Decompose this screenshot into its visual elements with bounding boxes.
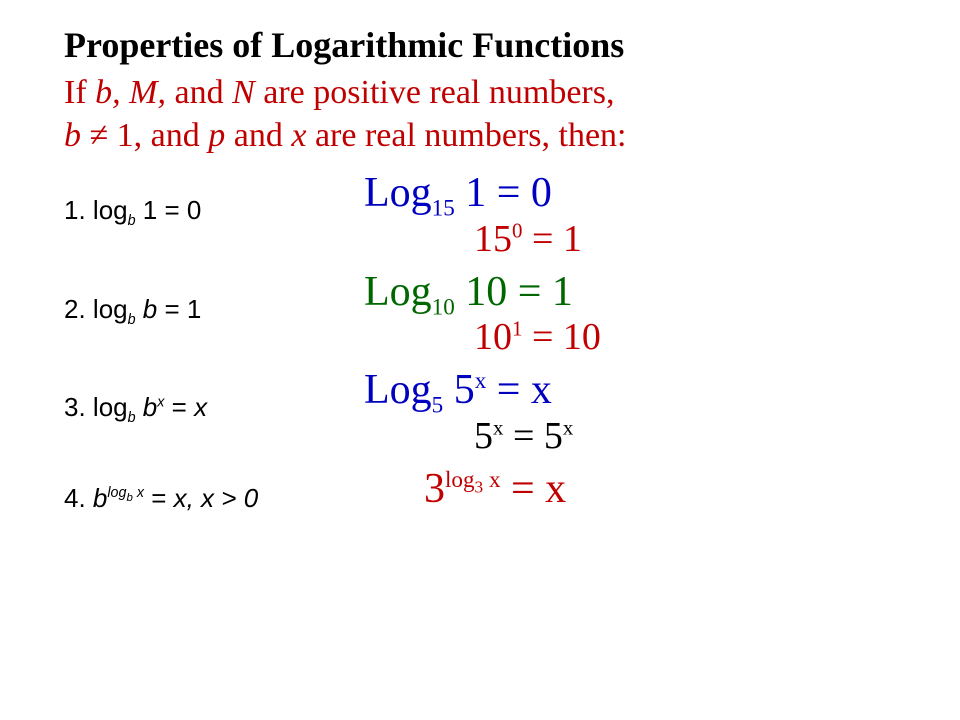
example-1-secondary: 150 = 1 <box>474 220 924 260</box>
ex4-exp-sub: 3 <box>475 477 484 496</box>
example-2-main: Log10 10 = 1 <box>364 270 924 319</box>
intro-l2-ne: ≠ 1, and <box>81 117 208 154</box>
ex2-pre: Log <box>364 269 432 315</box>
ex4-post: = x <box>501 466 567 512</box>
rule-3-sub: b <box>128 410 136 426</box>
rule-4-exp: logb x <box>107 485 144 501</box>
property-row-1: 1. logb 1 = 0 Log15 1 = 0 150 = 1 <box>64 171 924 260</box>
example-4: 3log3 x = x <box>364 467 924 511</box>
ex1-sec-base: 15 <box>474 218 512 260</box>
intro-l1-post: are positive real numbers, <box>255 74 615 111</box>
example-4-main: 3log3 x = x <box>424 467 924 511</box>
rule-2-sub: b <box>128 312 136 328</box>
rule-1-mid: 1 = 0 <box>136 195 202 225</box>
intro-text: If b, M, and N are positive real numbers… <box>64 72 924 157</box>
ex4-base: 3 <box>424 466 445 512</box>
ex1-sub: 15 <box>432 194 455 220</box>
intro-l2-x: x <box>291 117 306 154</box>
ex1-pre: Log <box>364 170 432 216</box>
rule-1: 1. logb 1 = 0 <box>64 171 364 229</box>
ex4-exp-arg: x <box>483 466 500 492</box>
property-row-2: 2. logb b = 1 Log10 10 = 1 101 = 10 <box>64 270 924 359</box>
ex2-sec-sup: 1 <box>512 316 522 340</box>
rule-3: 3. logb bx = x <box>64 368 364 426</box>
intro-l1-vars: b, M, <box>95 74 166 111</box>
intro-l2-b: b <box>64 117 81 154</box>
intro-l2-post: are real numbers, then: <box>306 117 626 154</box>
intro-l1-mid: and <box>166 74 232 111</box>
ex1-sec-post: = 1 <box>522 218 581 260</box>
rule-1-pre: log <box>86 195 128 225</box>
rule-2: 2. logb b = 1 <box>64 270 364 328</box>
intro-l1-N: N <box>232 74 255 111</box>
rule-4-cond: , x > 0 <box>187 483 259 513</box>
ex3-sec-base: 5 <box>474 415 493 457</box>
rule-4-rhs: x <box>174 483 187 513</box>
rule-1-num: 1. <box>64 195 86 225</box>
rule-3-arg: b <box>143 392 157 422</box>
ex1-sec-sup: 0 <box>512 218 522 242</box>
ex3-post: = x <box>486 367 552 413</box>
ex3-sub: 5 <box>432 391 444 417</box>
rule-4-exp-arg: x <box>133 485 144 501</box>
ex3-sup: x <box>475 367 487 393</box>
rule-4-base: b <box>86 483 108 513</box>
ex3-sec-mid: = 5 <box>503 415 562 457</box>
rule-1-sub: b <box>128 213 136 229</box>
example-2-secondary: 101 = 10 <box>474 318 924 358</box>
property-rows: 1. logb 1 = 0 Log15 1 = 0 150 = 1 2. log… <box>64 171 924 524</box>
example-3-main: Log5 5x = x <box>364 368 924 417</box>
ex4-exp: log3 x <box>445 466 501 492</box>
ex3-mid: 5 <box>443 367 475 413</box>
ex2-sub: 10 <box>432 293 455 319</box>
ex2-sec-base: 10 <box>474 316 512 358</box>
ex1-mid: 1 = 0 <box>455 170 552 216</box>
ex3-sec-sup: x <box>493 415 503 439</box>
rule-3-num: 3. <box>64 392 86 422</box>
property-row-3: 3. logb bx = x Log5 5x = x 5x = 5x <box>64 368 924 457</box>
example-1-main: Log15 1 = 0 <box>364 171 924 220</box>
rule-4: 4. blogb x = x, x > 0 <box>64 467 364 514</box>
rule-4-exp-pre: log <box>107 485 126 501</box>
rule-3-pre: log <box>86 392 128 422</box>
example-3-secondary: 5x = 5x <box>474 417 924 457</box>
intro-l2-p: p <box>208 117 225 154</box>
rule-2-arg: b <box>143 294 157 324</box>
rule-2-mid <box>136 294 143 324</box>
example-3: Log5 5x = x 5x = 5x <box>364 368 924 457</box>
ex2-sec-post: = 10 <box>522 316 600 358</box>
rule-2-pre: log <box>86 294 128 324</box>
intro-l2-and: and <box>225 117 291 154</box>
rule-4-num: 4. <box>64 483 86 513</box>
rule-3-rhs: x <box>194 392 207 422</box>
example-1: Log15 1 = 0 150 = 1 <box>364 171 924 260</box>
rule-4-post: = <box>144 483 174 513</box>
rule-3-mid <box>136 392 143 422</box>
slide: Properties of Logarithmic Functions If b… <box>0 0 960 720</box>
ex2-mid: 10 = 1 <box>455 269 573 315</box>
example-2: Log10 10 = 1 101 = 10 <box>364 270 924 359</box>
page-title: Properties of Logarithmic Functions <box>64 24 924 66</box>
ex3-sec-sup2: x <box>563 415 573 439</box>
rule-3-post: = <box>164 392 194 422</box>
rule-2-num: 2. <box>64 294 86 324</box>
ex3-pre: Log <box>364 367 432 413</box>
intro-l1-pre: If <box>64 74 95 111</box>
ex4-exp-pre: log <box>445 466 475 492</box>
rule-2-post: = 1 <box>157 294 201 324</box>
property-row-4: 4. blogb x = x, x > 0 3log3 x = x <box>64 467 924 514</box>
